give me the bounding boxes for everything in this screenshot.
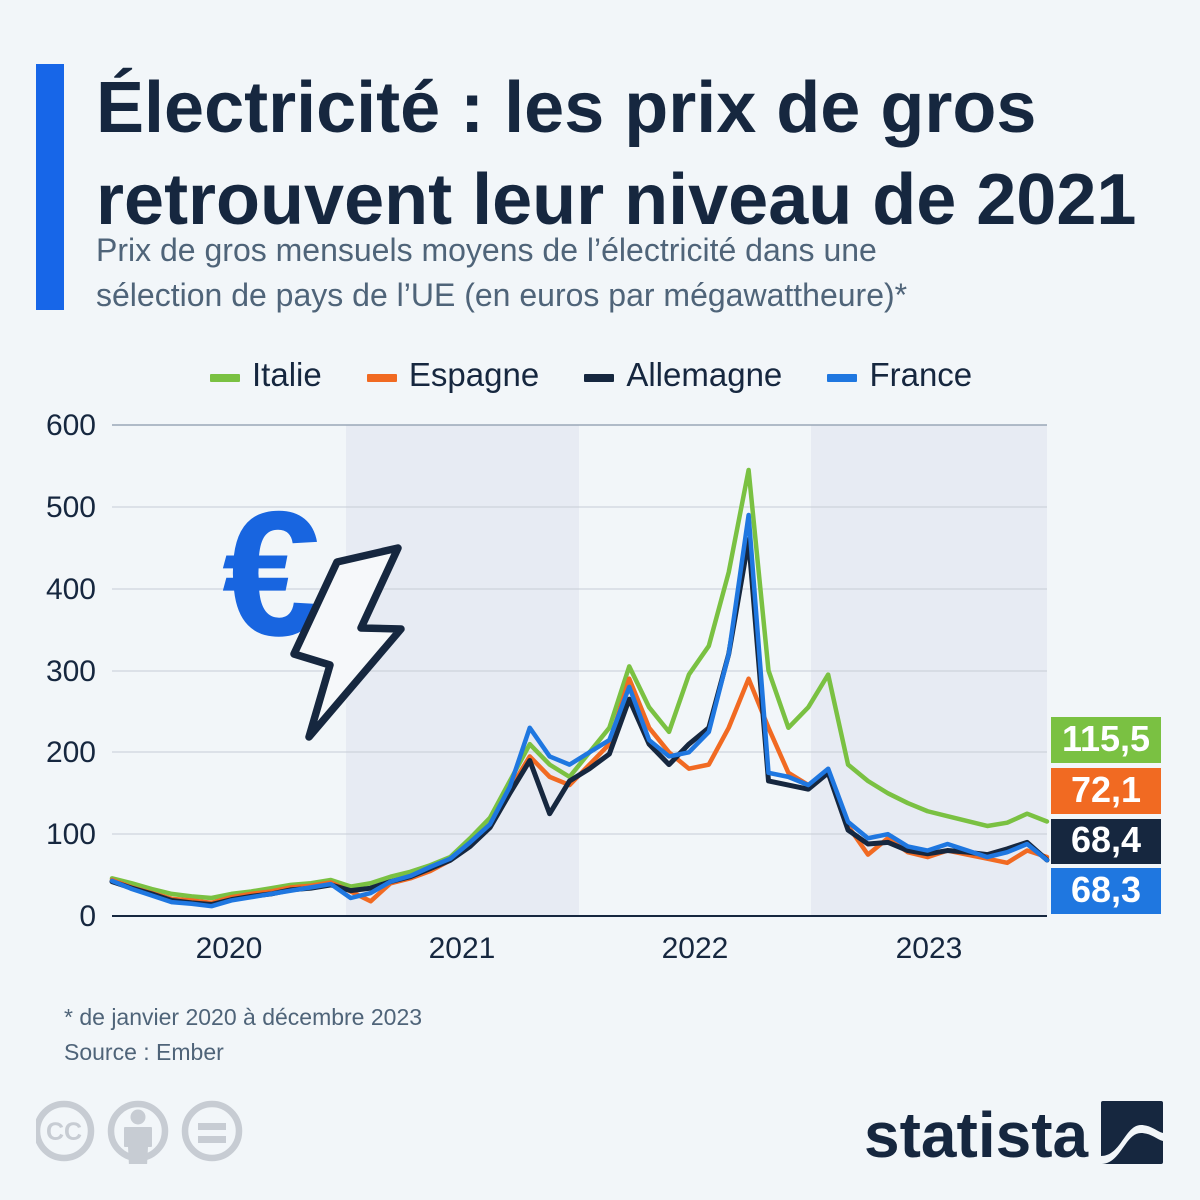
svg-text:2020: 2020 [196,932,263,965]
svg-text:115,5: 115,5 [1062,718,1150,759]
svg-text:200: 200 [46,736,96,769]
svg-text:100: 100 [46,818,96,851]
svg-text:0: 0 [79,900,96,933]
svg-text:2021: 2021 [429,932,496,965]
svg-text:300: 300 [46,655,96,688]
svg-text:2023: 2023 [896,932,963,965]
svg-text:72,1: 72,1 [1071,769,1141,810]
svg-text:500: 500 [46,491,96,524]
svg-text:68,4: 68,4 [1071,819,1141,860]
svg-text:600: 600 [46,409,96,442]
svg-text:68,3: 68,3 [1071,869,1141,910]
svg-text:400: 400 [46,573,96,606]
svg-text:2022: 2022 [662,932,729,965]
